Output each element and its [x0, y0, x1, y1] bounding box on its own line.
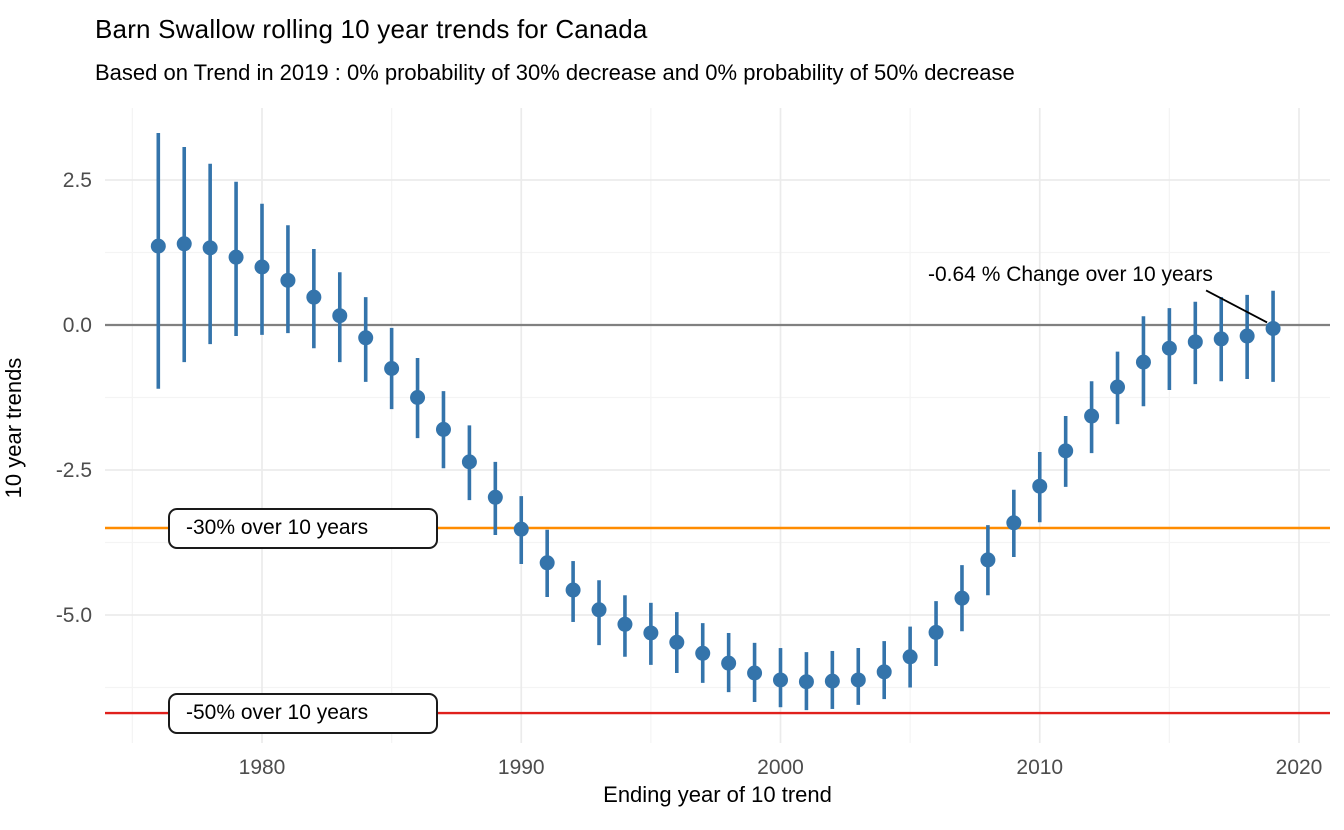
data-point — [850, 672, 866, 688]
data-point — [202, 240, 218, 256]
y-tick-label: -2.5 — [56, 459, 92, 482]
data-point — [280, 272, 296, 288]
data-point — [954, 590, 970, 606]
data-point — [410, 390, 426, 405]
data-point — [1239, 328, 1255, 344]
data-point — [435, 421, 451, 437]
data-point — [798, 674, 814, 690]
data-point — [150, 238, 166, 254]
data-point — [902, 649, 918, 665]
y-axis-title: 10 year trends — [1, 357, 26, 499]
data-point — [461, 454, 477, 470]
data-point — [617, 616, 633, 632]
data-point — [876, 664, 892, 680]
y-tick-label: -5.0 — [56, 604, 92, 627]
data-point — [1135, 354, 1151, 370]
data-point — [824, 673, 840, 689]
chart-subtitle: Based on Trend in 2019 : 0% probability … — [95, 60, 1015, 85]
data-point — [1213, 331, 1229, 347]
data-point — [643, 625, 659, 641]
x-tick-label: 2010 — [1016, 756, 1063, 779]
data-point — [487, 489, 503, 505]
ref-label-50pct: -50% over 10 years — [168, 693, 438, 735]
data-point — [721, 655, 737, 671]
annotation-text: -0.64 % Change over 10 years — [928, 263, 1213, 286]
x-tick-label: 1990 — [498, 756, 545, 779]
data-point — [1187, 334, 1203, 350]
data-point — [306, 289, 322, 305]
data-point — [228, 249, 244, 265]
x-axis-title: Ending year of 10 trend — [603, 782, 832, 807]
data-point — [773, 672, 788, 688]
x-tick-label: 2020 — [1276, 756, 1323, 779]
ref-label-30pct: -30% over 10 years — [168, 508, 438, 549]
chart-title: Barn Swallow rolling 10 year trends for … — [95, 14, 648, 44]
data-point — [176, 236, 192, 252]
data-point — [1161, 340, 1177, 356]
data-point — [1058, 443, 1074, 459]
x-tick-label: 2000 — [757, 756, 804, 779]
data-point — [513, 521, 529, 537]
data-point — [539, 555, 555, 571]
data-point — [1265, 320, 1281, 336]
data-point — [1032, 478, 1048, 494]
y-tick-label: 0.0 — [63, 314, 92, 337]
data-point — [1006, 515, 1022, 531]
data-point — [254, 259, 270, 275]
data-point — [747, 665, 763, 681]
y-tick-label: 2.5 — [63, 169, 92, 192]
data-point — [332, 308, 348, 324]
annotation-leader-line — [1205, 289, 1268, 324]
data-point — [358, 330, 374, 346]
data-point — [384, 361, 400, 376]
data-point — [1110, 379, 1126, 395]
data-point — [1084, 408, 1100, 424]
x-tick-label: 1980 — [239, 756, 286, 779]
data-point — [980, 552, 996, 568]
data-point — [695, 645, 711, 661]
data-point — [669, 634, 685, 650]
data-point — [928, 624, 944, 640]
data-point — [591, 602, 607, 618]
data-point — [565, 582, 581, 598]
